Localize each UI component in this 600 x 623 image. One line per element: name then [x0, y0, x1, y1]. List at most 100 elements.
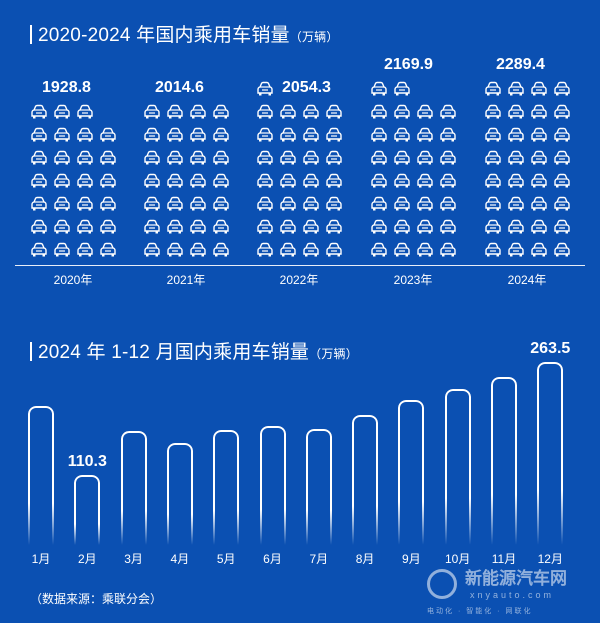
car-icon — [143, 104, 161, 120]
watermark-slogan: 电动化 · 智能化 · 网联化 — [427, 608, 533, 615]
car-icon — [484, 104, 502, 120]
car-icon — [530, 196, 548, 212]
car-icon — [279, 104, 297, 120]
x-tick-label: 1月 — [31, 552, 51, 566]
car-icon — [553, 219, 571, 235]
car-icon — [76, 104, 94, 120]
car-icon — [53, 196, 71, 212]
car-icon — [325, 219, 343, 235]
car-icon — [256, 196, 274, 212]
car-icon — [76, 173, 94, 189]
car-icon — [256, 81, 274, 97]
car-icon — [553, 173, 571, 189]
value-label: 2289.4 — [496, 56, 545, 73]
x-tick-label: 2月 — [77, 552, 97, 566]
car-icon — [143, 173, 161, 189]
car-icon — [212, 242, 230, 258]
car-icon — [507, 81, 525, 97]
bar — [537, 361, 564, 545]
car-icon — [393, 127, 411, 143]
bar-value-label: 263.5 — [530, 339, 571, 357]
value-label: 2169.9 — [384, 56, 433, 73]
x-tick-label: 2024年 — [507, 273, 547, 287]
car-icon — [99, 242, 117, 258]
car-icon — [256, 219, 274, 235]
title-text: 2020-2024 年国内乘用车销量 — [38, 25, 290, 46]
bar — [305, 429, 332, 545]
car-icon — [30, 127, 48, 143]
car-icon — [484, 196, 502, 212]
car-icon — [212, 196, 230, 212]
x-tick-label: 6月 — [263, 552, 282, 566]
bar — [120, 431, 147, 545]
x-tick-label: 8月 — [355, 552, 375, 566]
car-icon — [393, 104, 411, 120]
car-icon — [143, 127, 161, 143]
data-source: （数据来源：乘联分会） — [30, 592, 163, 606]
car-icon — [507, 173, 525, 189]
car-icon — [30, 242, 48, 258]
x-tick-label: 11月 — [491, 552, 517, 566]
watermark-logo-icon — [427, 569, 457, 599]
car-icon — [507, 150, 525, 166]
value-label: 1928.8 — [42, 79, 91, 96]
car-icon — [302, 196, 320, 212]
car-icon — [553, 150, 571, 166]
car-icon — [30, 104, 48, 120]
car-icon — [212, 150, 230, 166]
car-icon — [279, 173, 297, 189]
car-icon — [439, 242, 457, 258]
car-icon — [256, 104, 274, 120]
car-icon — [189, 104, 207, 120]
car-icon — [507, 196, 525, 212]
car-icon — [325, 173, 343, 189]
bar-value-label: 110.3 — [67, 452, 107, 470]
x-tick-label: 10月 — [445, 552, 471, 566]
car-icon — [302, 127, 320, 143]
car-icon — [189, 219, 207, 235]
car-icon — [370, 242, 388, 258]
bar — [491, 376, 517, 545]
car-icon — [325, 127, 343, 143]
car-icon — [507, 104, 525, 120]
car-icon — [393, 150, 411, 166]
car-icon — [143, 150, 161, 166]
car-icon — [99, 127, 117, 143]
car-icon — [279, 219, 297, 235]
car-icon — [507, 127, 525, 143]
car-icon — [143, 219, 161, 235]
car-icon — [530, 173, 548, 189]
car-icon — [53, 242, 71, 258]
car-icon — [370, 104, 388, 120]
chart-title-annual: 2020-2024 年国内乘用车销量（万辆） — [30, 20, 339, 47]
car-icon — [370, 81, 388, 97]
car-icon — [370, 150, 388, 166]
car-icon — [530, 242, 548, 258]
car-icon — [507, 219, 525, 235]
car-icon — [370, 173, 388, 189]
car-icon — [30, 173, 48, 189]
car-icon — [507, 242, 525, 258]
car-icon — [212, 219, 230, 235]
chart-title-monthly: 2024 年 1-12 月国内乘用车销量（万辆） — [30, 337, 358, 364]
car-icon — [484, 81, 502, 97]
car-icon — [212, 127, 230, 143]
car-icon — [189, 173, 207, 189]
car-icon — [325, 104, 343, 120]
car-icon — [553, 196, 571, 212]
car-icon — [302, 242, 320, 258]
x-tick-label: 5月 — [216, 552, 236, 566]
car-icon — [76, 127, 94, 143]
car-icon — [416, 173, 434, 189]
x-tick-label: 2021年 — [166, 273, 206, 287]
car-icon — [553, 127, 571, 143]
car-icon — [189, 150, 207, 166]
car-icon — [416, 219, 434, 235]
value-label: 2054.3 — [282, 79, 331, 96]
x-tick-label: 3月 — [124, 552, 143, 566]
car-icon — [553, 104, 571, 120]
car-icon — [302, 104, 320, 120]
car-icon — [439, 127, 457, 143]
value-label: 2014.6 — [155, 79, 204, 96]
car-icon — [370, 127, 388, 143]
